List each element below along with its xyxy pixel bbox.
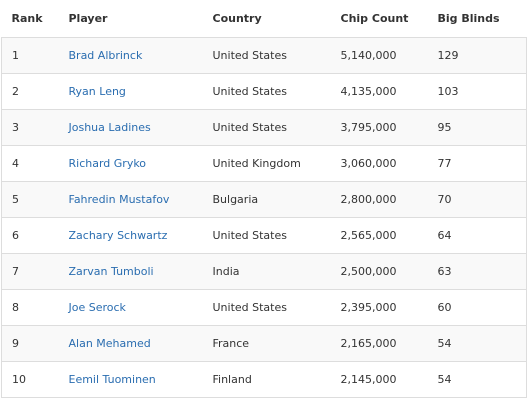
big-blinds-cell: 60 xyxy=(427,289,527,326)
country-cell: Bulgaria xyxy=(202,181,331,218)
big-blinds-cell: 54 xyxy=(427,361,527,398)
big-blinds-cell: 77 xyxy=(427,145,527,182)
table-header: Rank Player Country Chip Count Big Blind… xyxy=(2,0,527,38)
table-row: 7 Zarvan Tumboli India 2,500,000 63 xyxy=(1,253,527,290)
player-cell: Eemil Tuominen xyxy=(58,361,203,398)
big-blinds-cell: 70 xyxy=(427,181,527,218)
rank-cell: 2 xyxy=(1,73,59,110)
player-cell: Zarvan Tumboli xyxy=(58,253,203,290)
player-cell: Fahredin Mustafov xyxy=(58,181,203,218)
chip-count-cell: 2,565,000 xyxy=(330,217,428,254)
table-row: 2 Ryan Leng United States 4,135,000 103 xyxy=(1,73,527,110)
rank-cell: 5 xyxy=(1,181,59,218)
player-cell: Alan Mehamed xyxy=(58,325,203,362)
country-cell: France xyxy=(202,325,331,362)
big-blinds-cell: 129 xyxy=(427,37,527,74)
country-cell: United Kingdom xyxy=(202,145,331,182)
country-cell: United States xyxy=(202,73,331,110)
rank-cell: 8 xyxy=(1,289,59,326)
player-cell: Brad Albrinck xyxy=(58,37,203,74)
country-cell: United States xyxy=(202,289,331,326)
table-row: 1 Brad Albrinck United States 5,140,000 … xyxy=(1,37,527,74)
big-blinds-cell: 64 xyxy=(427,217,527,254)
rank-cell: 3 xyxy=(1,109,59,146)
country-cell: Finland xyxy=(202,361,331,398)
chip-count-cell: 2,500,000 xyxy=(330,253,428,290)
header-big-blinds: Big Blinds xyxy=(437,12,500,25)
player-cell: Ryan Leng xyxy=(58,73,203,110)
chip-count-cell: 2,145,000 xyxy=(330,361,428,398)
country-cell: United States xyxy=(202,109,331,146)
player-link[interactable]: Zarvan Tumboli xyxy=(68,265,154,278)
header-country: Country xyxy=(212,12,262,25)
player-link[interactable]: Fahredin Mustafov xyxy=(68,193,170,206)
table-row: 4 Richard Gryko United Kingdom 3,060,000… xyxy=(1,145,527,182)
country-cell: United States xyxy=(202,217,331,254)
player-link[interactable]: Joshua Ladines xyxy=(68,121,151,134)
player-link[interactable]: Richard Gryko xyxy=(68,157,147,170)
rank-cell: 7 xyxy=(1,253,59,290)
big-blinds-cell: 103 xyxy=(427,73,527,110)
player-link[interactable]: Eemil Tuominen xyxy=(68,373,156,386)
player-link[interactable]: Zachary Schwartz xyxy=(68,229,168,242)
chip-count-cell: 5,140,000 xyxy=(330,37,428,74)
table-row: 3 Joshua Ladines United States 3,795,000… xyxy=(1,109,527,146)
chip-count-cell: 4,135,000 xyxy=(330,73,428,110)
rank-cell: 6 xyxy=(1,217,59,254)
player-link[interactable]: Ryan Leng xyxy=(68,85,126,98)
header-rank: Rank xyxy=(11,12,43,25)
chip-count-cell: 2,395,000 xyxy=(330,289,428,326)
player-cell: Joe Serock xyxy=(58,289,203,326)
table-row: 5 Fahredin Mustafov Bulgaria 2,800,000 7… xyxy=(1,181,527,218)
table-row: 8 Joe Serock United States 2,395,000 60 xyxy=(1,289,527,326)
country-cell: India xyxy=(202,253,331,290)
rank-cell: 1 xyxy=(1,37,59,74)
table-row: 6 Zachary Schwartz United States 2,565,0… xyxy=(1,217,527,254)
chip-count-cell: 2,165,000 xyxy=(330,325,428,362)
header-chip-count: Chip Count xyxy=(340,12,409,25)
player-cell: Joshua Ladines xyxy=(58,109,203,146)
chip-count-cell: 3,795,000 xyxy=(330,109,428,146)
header-row: Rank Player Country Chip Count Big Blind… xyxy=(2,0,527,38)
table-row: 9 Alan Mehamed France 2,165,000 54 xyxy=(1,325,527,362)
chip-count-cell: 2,800,000 xyxy=(330,181,428,218)
player-cell: Zachary Schwartz xyxy=(58,217,203,254)
rank-cell: 4 xyxy=(1,145,59,182)
country-cell: United States xyxy=(202,37,331,74)
player-link[interactable]: Brad Albrinck xyxy=(68,49,143,62)
chip-count-cell: 3,060,000 xyxy=(330,145,428,182)
player-cell: Richard Gryko xyxy=(58,145,203,182)
player-link[interactable]: Alan Mehamed xyxy=(68,337,151,350)
header-player: Player xyxy=(68,12,108,25)
rank-cell: 10 xyxy=(1,361,59,398)
rank-cell: 9 xyxy=(1,325,59,362)
player-link[interactable]: Joe Serock xyxy=(68,301,126,314)
table-body: 1 Brad Albrinck United States 5,140,000 … xyxy=(1,37,527,398)
big-blinds-cell: 54 xyxy=(427,325,527,362)
big-blinds-cell: 95 xyxy=(427,109,527,146)
table-row: 10 Eemil Tuominen Finland 2,145,000 54 xyxy=(1,361,527,398)
big-blinds-cell: 63 xyxy=(427,253,527,290)
